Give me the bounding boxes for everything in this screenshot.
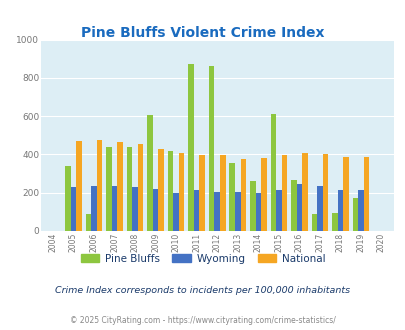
Bar [240,159,245,231]
Bar [281,155,286,231]
Bar [290,180,296,231]
Text: © 2025 CityRating.com - https://www.cityrating.com/crime-statistics/: © 2025 CityRating.com - https://www.city… [70,315,335,325]
Bar [316,186,322,231]
Bar [76,141,81,231]
Legend: Pine Bluffs, Wyoming, National: Pine Bluffs, Wyoming, National [77,249,328,268]
Bar [260,158,266,231]
Bar [167,150,173,231]
Bar [209,66,214,231]
Bar [65,166,70,231]
Bar [158,149,164,231]
Bar [331,213,337,231]
Bar [152,189,158,231]
Bar [342,157,348,231]
Bar [96,140,102,231]
Bar [311,214,316,231]
Bar [363,157,369,231]
Text: Pine Bluffs Violent Crime Index: Pine Bluffs Violent Crime Index [81,26,324,40]
Bar [296,184,301,231]
Bar [194,190,199,231]
Bar [173,193,179,231]
Bar [138,144,143,231]
Bar [255,193,260,231]
Bar [117,142,123,231]
Bar [106,147,111,231]
Bar [301,153,307,231]
Bar [220,155,225,231]
Bar [188,63,194,231]
Bar [111,186,117,231]
Text: Crime Index corresponds to incidents per 100,000 inhabitants: Crime Index corresponds to incidents per… [55,286,350,295]
Bar [70,187,76,231]
Bar [270,114,275,231]
Bar [214,192,220,231]
Bar [352,197,357,231]
Bar [179,152,184,231]
Bar [234,192,240,231]
Bar [229,163,234,231]
Bar [249,181,255,231]
Bar [91,186,96,231]
Bar [85,214,91,231]
Bar [132,187,138,231]
Bar [126,147,132,231]
Bar [147,115,152,231]
Bar [275,190,281,231]
Bar [357,190,363,231]
Bar [199,155,205,231]
Bar [322,154,327,231]
Bar [337,190,342,231]
